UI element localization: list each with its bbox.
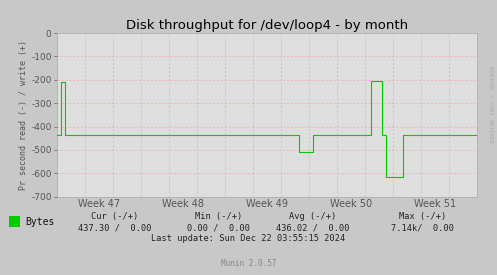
Text: Min (-/+): Min (-/+) xyxy=(195,212,243,221)
Text: Max (-/+): Max (-/+) xyxy=(399,212,446,221)
Text: 0.00 /  0.00: 0.00 / 0.00 xyxy=(187,223,250,232)
Text: 436.02 /  0.00: 436.02 / 0.00 xyxy=(276,223,350,232)
Text: Avg (-/+): Avg (-/+) xyxy=(289,212,337,221)
Text: Munin 2.0.57: Munin 2.0.57 xyxy=(221,259,276,268)
Text: Bytes: Bytes xyxy=(25,217,54,227)
Text: Last update: Sun Dec 22 03:55:15 2024: Last update: Sun Dec 22 03:55:15 2024 xyxy=(152,234,345,243)
Text: 437.30 /  0.00: 437.30 / 0.00 xyxy=(78,223,151,232)
Text: RRDTOOL / TOBI OETIKER: RRDTOOL / TOBI OETIKER xyxy=(489,66,494,143)
Text: Cur (-/+): Cur (-/+) xyxy=(90,212,138,221)
Text: 7.14k/  0.00: 7.14k/ 0.00 xyxy=(391,223,454,232)
Title: Disk throughput for /dev/loop4 - by month: Disk throughput for /dev/loop4 - by mont… xyxy=(126,19,408,32)
Y-axis label: Pr second read (-) / write (+): Pr second read (-) / write (+) xyxy=(19,40,28,190)
